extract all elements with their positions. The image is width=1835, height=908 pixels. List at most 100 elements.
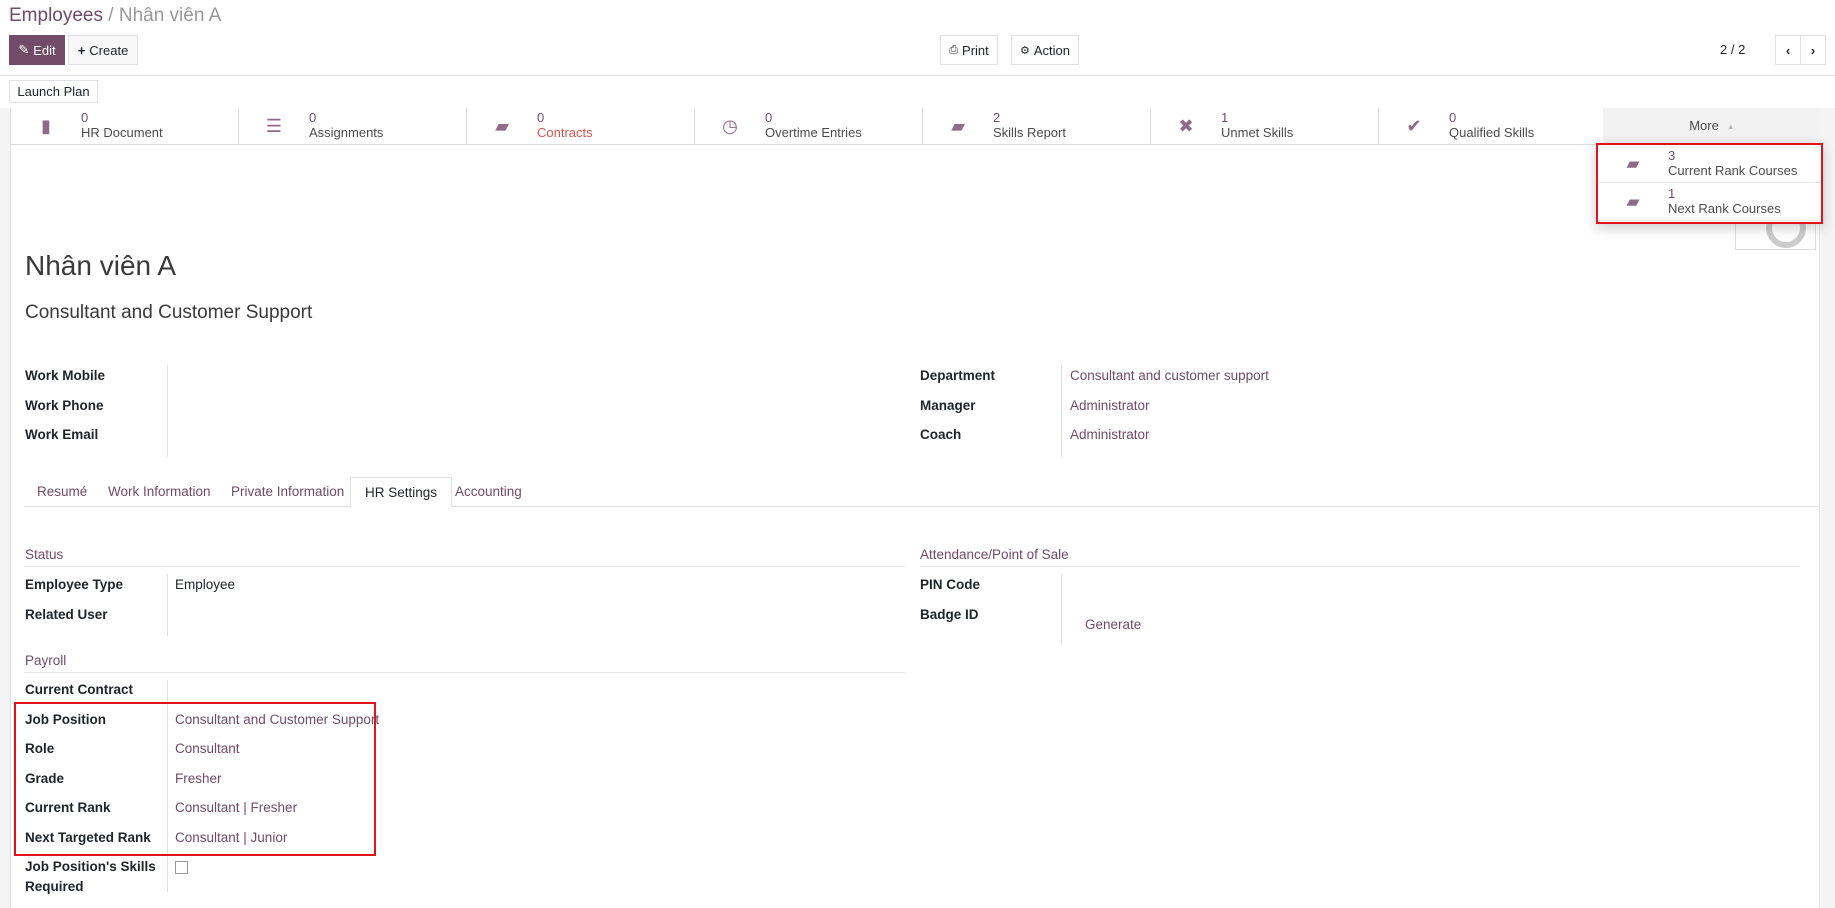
- dropdown-count: 1: [1668, 185, 1676, 201]
- field-value-manager[interactable]: Administrator: [1070, 397, 1150, 413]
- action-button[interactable]: ⚙ Action: [1011, 35, 1079, 65]
- form-sheet: ▮ 0 HR Document ☰ 0 Assignments ▰ 0 Contracts ◷ 0 O…: [10, 108, 1821, 908]
- field-label: Manager: [920, 397, 976, 413]
- stat-label: Contracts: [537, 125, 593, 140]
- employee-name: Nhân viên A: [25, 250, 176, 281]
- field-label: Work Mobile: [25, 368, 106, 383]
- tab-resum-[interactable]: Resumé: [37, 484, 88, 499]
- stat-count: 2: [993, 110, 1001, 125]
- field-label: Current Contract: [25, 682, 134, 697]
- times-icon: ✖: [1178, 115, 1194, 136]
- create-button[interactable]: + Create: [68, 35, 138, 65]
- field-separator: [167, 574, 168, 636]
- tab-accounting[interactable]: Accounting: [455, 484, 522, 499]
- stat-label: Overtime Entries: [765, 125, 862, 140]
- stat-text: 1 Unmet Skills: [1221, 111, 1293, 141]
- field-label: Required: [25, 879, 84, 894]
- stat-button-skills-report[interactable]: ▰ 2 Skills Report: [923, 108, 1151, 145]
- more-dropdown: ▰ 3 Current Rank Courses ▰ 1 Next Rank Course…: [1596, 143, 1823, 224]
- stat-label: Assignments: [309, 125, 384, 140]
- chevron-left-icon: ‹: [1785, 42, 1791, 58]
- field-separator: [167, 680, 168, 892]
- check-icon: ✔: [1406, 115, 1422, 136]
- field-value-department[interactable]: Consultant and customer support: [1070, 368, 1269, 383]
- breadcrumb-employees[interactable]: Employees: [9, 5, 103, 26]
- field-label: PIN Code: [920, 577, 981, 592]
- stat-button-unmet-skills[interactable]: ✖ 1 Unmet Skills: [1151, 108, 1379, 145]
- plus-icon: +: [77, 42, 86, 58]
- field-separator: [1061, 574, 1062, 646]
- stat-count: 0: [537, 110, 545, 125]
- field-value-job-position[interactable]: Consultant and Customer Support: [175, 711, 380, 727]
- stat-label: HR Document: [81, 125, 163, 140]
- stat-button-assignments[interactable]: ☰ 0 Assignments: [239, 108, 467, 145]
- stat-count: 0: [81, 110, 89, 125]
- field-value-role[interactable]: Consultant: [175, 741, 240, 756]
- field-value-grade[interactable]: Fresher: [175, 770, 222, 786]
- stat-button-qualified-skills[interactable]: ✔ 0 Qualified Skills: [1379, 108, 1607, 145]
- tab-work-information[interactable]: Work Information: [108, 484, 211, 499]
- stat-button-hr-document[interactable]: ▮ 0 HR Document: [11, 108, 239, 145]
- skills-required-checkbox[interactable]: [175, 861, 188, 874]
- book-icon: ▰: [495, 115, 509, 136]
- stat-button-overtime-entries[interactable]: ◷ 0 Overtime Entries: [695, 108, 923, 145]
- stat-text: 0 HR Document: [81, 111, 163, 141]
- rank-highlight-box: [14, 702, 376, 856]
- field-value-current-rank[interactable]: Consultant | Fresher: [175, 800, 298, 815]
- pager-value: 2 / 2: [1720, 42, 1746, 57]
- book-icon: ▰: [1626, 153, 1640, 173]
- stat-text: 0 Assignments: [309, 111, 383, 141]
- pager-next-button[interactable]: ›: [1800, 35, 1826, 65]
- field-value-employee-type: Employee: [175, 577, 236, 592]
- edit-button[interactable]: ✎ Edit: [9, 35, 65, 65]
- dropdown-count: 3: [1668, 147, 1676, 163]
- field-label: Coach: [920, 427, 962, 442]
- caret-up-icon: ▲: [1726, 121, 1735, 131]
- dropdown-item-current-rank-courses[interactable]: ▰ 3 Current Rank Courses: [1598, 145, 1821, 183]
- payroll-group-line: [24, 672, 905, 673]
- stat-label: Unmet Skills: [1221, 125, 1294, 140]
- field-label: Role: [25, 741, 55, 756]
- field-label: Current Rank: [25, 800, 111, 815]
- tabs-divider: [24, 506, 1818, 507]
- more-button[interactable]: More ▲: [1603, 108, 1821, 145]
- field-separator: [167, 365, 168, 457]
- stat-count: 0: [309, 110, 317, 125]
- chevron-right-icon: ›: [1810, 42, 1816, 58]
- clock-icon: ◷: [722, 115, 738, 136]
- stat-label: Skills Report: [993, 125, 1066, 140]
- tab-hr-settings[interactable]: HR Settings: [350, 477, 453, 507]
- field-label: Badge ID: [920, 606, 979, 622]
- pencil-icon: ✎: [18, 42, 30, 57]
- field-separator: [1061, 365, 1062, 457]
- right-gutter: [1821, 108, 1835, 908]
- stat-text: 2 Skills Report: [993, 111, 1066, 141]
- gear-icon: ⚙: [1019, 44, 1030, 57]
- header-divider: [0, 75, 1835, 76]
- tab-private-information[interactable]: Private Information: [231, 484, 345, 499]
- book-icon: ▰: [951, 115, 965, 136]
- stat-text: 0 Contracts: [537, 111, 593, 141]
- dropdown-label: Current Rank Courses: [1668, 162, 1798, 178]
- stat-button-contracts[interactable]: ▰ 0 Contracts: [467, 108, 695, 145]
- payroll-group-title: Payroll: [25, 653, 67, 668]
- launch-plan-button[interactable]: Launch Plan: [9, 80, 98, 103]
- print-button[interactable]: ⎙ Print: [940, 35, 998, 65]
- attendance-group-title: Attendance/Point of Sale: [920, 547, 1069, 562]
- dropdown-item-next-rank-courses[interactable]: ▰ 1 Next Rank Courses: [1598, 183, 1821, 221]
- file-icon: ▮: [41, 115, 51, 136]
- server-icon: ☰: [265, 115, 283, 136]
- stat-count: 1: [1221, 110, 1229, 125]
- generate-badge-button[interactable]: Generate: [1085, 617, 1142, 632]
- attendance-group-line: [920, 566, 1800, 567]
- stat-count: 0: [1449, 110, 1457, 125]
- field-value-next-targeted-rank[interactable]: Consultant | Junior: [175, 829, 288, 845]
- stat-text: 0 Overtime Entries: [765, 111, 862, 141]
- pager-previous-button[interactable]: ‹: [1775, 35, 1801, 65]
- dropdown-label: Next Rank Courses: [1668, 200, 1781, 216]
- left-gutter: [0, 108, 10, 908]
- status-group-line: [24, 566, 905, 567]
- stat-count: 0: [765, 110, 773, 125]
- field-label: Next Targeted Rank: [25, 829, 151, 845]
- field-value-coach[interactable]: Administrator: [1070, 427, 1150, 442]
